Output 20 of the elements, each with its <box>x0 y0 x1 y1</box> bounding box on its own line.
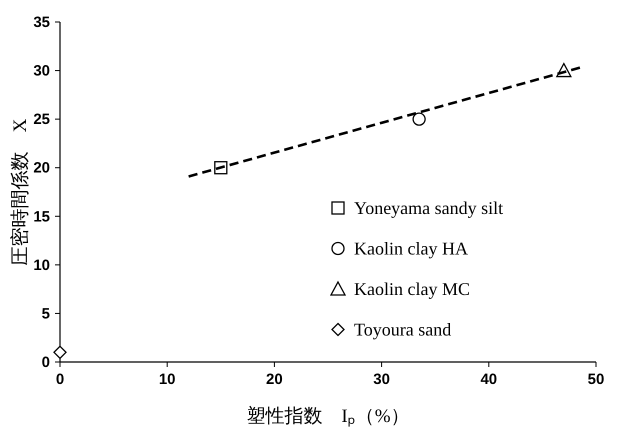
y-tick-label: 0 <box>42 354 50 371</box>
legend-label: Yoneyama sandy silt <box>354 198 504 218</box>
x-tick-label: 20 <box>266 371 283 388</box>
x-tick-label: 0 <box>56 371 64 388</box>
legend-label: Kaolin clay HA <box>354 238 468 258</box>
y-tick-label: 5 <box>42 305 50 322</box>
y-tick-label: 30 <box>33 62 50 80</box>
x-tick-label: 50 <box>588 371 604 388</box>
legend-label: Kaolin clay MC <box>354 279 470 299</box>
y-tick-label: 20 <box>33 160 50 177</box>
y-tick-label: 25 <box>33 111 50 128</box>
x-axis-title: 塑性指数 Iₚ（%） <box>246 405 410 427</box>
x-tick-label: 10 <box>158 371 176 388</box>
x-tick-label: 40 <box>480 371 498 388</box>
legend-label: Toyoura sand <box>354 320 452 340</box>
y-tick-label: 35 <box>33 14 50 31</box>
y-tick-label: 15 <box>33 208 50 226</box>
x-tick-label: 30 <box>373 371 390 388</box>
y-tick-label: 10 <box>33 256 50 274</box>
y-axis-title: 圧密時間係数 X <box>9 118 31 266</box>
